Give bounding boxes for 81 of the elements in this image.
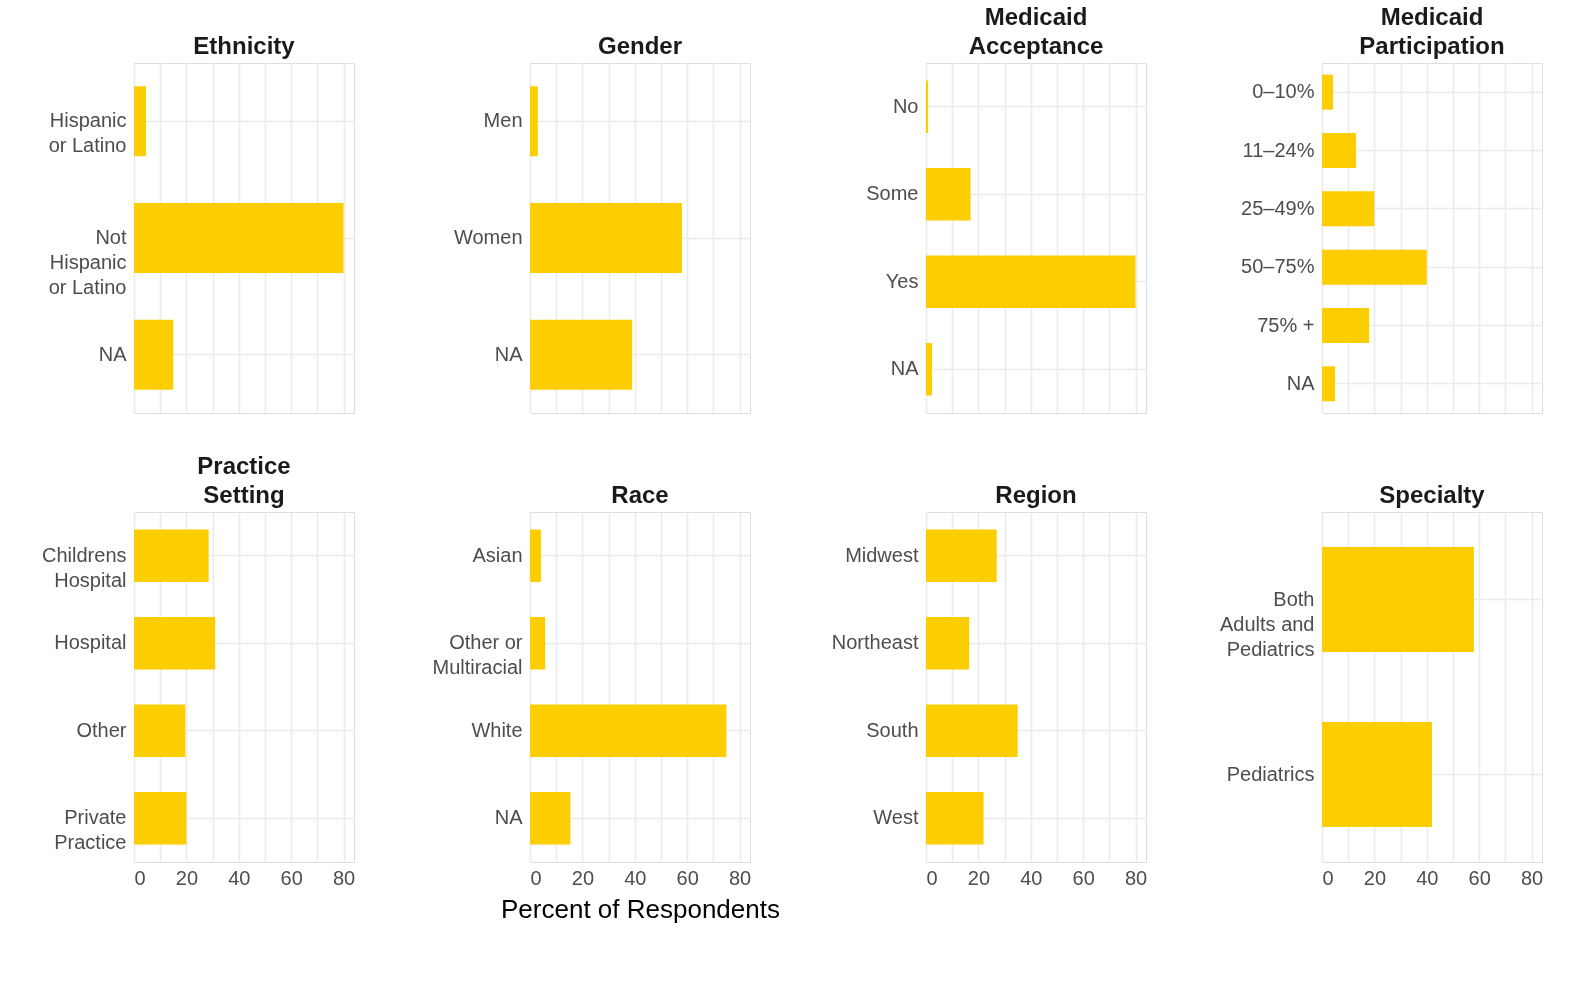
bar xyxy=(530,704,727,757)
y-tick-label: 11–24% xyxy=(1242,138,1315,161)
y-tick-label: Northeast xyxy=(831,631,919,654)
y-tick-label: Not Hispanic or Latino xyxy=(48,226,127,298)
chart-title: Race xyxy=(611,481,669,508)
y-tick-label: White xyxy=(471,718,523,741)
x-tick-label: 80 xyxy=(728,866,752,889)
x-tick-label: 20 xyxy=(1363,866,1387,889)
bar xyxy=(1322,191,1375,227)
x-tick-label: 0 xyxy=(1322,866,1334,889)
bar xyxy=(530,617,546,670)
y-tick-label: NA xyxy=(1286,371,1316,394)
chart-title: Region xyxy=(995,481,1077,508)
x-tick-label: 60 xyxy=(280,866,303,889)
y-tick-label: Asian xyxy=(472,543,523,566)
x-tick-label: 40 xyxy=(228,866,251,889)
bar xyxy=(1322,249,1427,285)
chart-title: Specialty xyxy=(1379,481,1486,508)
y-tick-label: Yes xyxy=(885,269,919,292)
x-tick-label: 60 xyxy=(1072,866,1095,889)
bar xyxy=(1322,366,1336,402)
chart-title: Practice Setting xyxy=(197,452,291,508)
bar xyxy=(134,529,209,582)
y-tick-label: Other xyxy=(76,718,127,741)
y-tick-label: Women xyxy=(453,226,523,248)
bar xyxy=(926,704,1018,757)
x-tick-label: 40 xyxy=(624,866,647,889)
y-tick-label: NA xyxy=(98,342,128,365)
y-tick-label: South xyxy=(866,718,919,741)
bar xyxy=(530,529,541,582)
y-tick-label: Childrens Hospital xyxy=(42,543,127,591)
y-tick-label: NA xyxy=(494,806,524,829)
x-tick-label: 20 xyxy=(175,866,199,889)
y-tick-label: Hispanic or Latino xyxy=(48,109,127,157)
chart-title: Gender xyxy=(597,32,683,59)
x-tick-label: 0 xyxy=(134,866,146,889)
bar xyxy=(1322,308,1370,343)
chart-title: Medicaid Acceptance xyxy=(968,3,1104,59)
y-tick-label: Private Practice xyxy=(54,806,127,854)
y-tick-label: West xyxy=(873,806,919,829)
y-tick-label: 50–75% xyxy=(1241,255,1315,278)
x-tick-label: 60 xyxy=(1468,866,1491,889)
y-tick-label: Men xyxy=(483,109,523,132)
x-tick-label: 60 xyxy=(676,866,699,889)
x-tick-label: 40 xyxy=(1020,866,1043,889)
bar xyxy=(530,792,571,845)
y-tick-label: Other or Multiracial xyxy=(432,631,523,679)
x-axis-title: Percent of Respondents xyxy=(501,893,780,924)
bar xyxy=(1322,133,1357,168)
bar xyxy=(926,617,970,670)
y-tick-label: NA xyxy=(890,357,920,380)
x-tick-label: 80 xyxy=(332,866,356,889)
x-tick-label: 20 xyxy=(967,866,991,889)
y-tick-label: Midwest xyxy=(845,543,919,566)
y-tick-label: Pediatrics xyxy=(1226,762,1315,785)
bar xyxy=(134,617,216,670)
y-tick-label: NA xyxy=(494,342,524,365)
x-tick-label: 80 xyxy=(1520,866,1544,889)
y-tick-label: No xyxy=(892,94,919,117)
y-tick-label: Some xyxy=(866,182,919,205)
x-tick-label: 40 xyxy=(1416,866,1439,889)
bar xyxy=(134,704,186,757)
x-tick-label: 20 xyxy=(571,866,595,889)
bar xyxy=(926,343,933,396)
bar xyxy=(926,255,1136,308)
chart-title: Medicaid Participation xyxy=(1359,3,1505,59)
y-tick-label: Both Adults and Pediatrics xyxy=(1219,587,1315,660)
y-tick-label: 75% + xyxy=(1257,313,1315,336)
y-tick-label: 0–10% xyxy=(1252,80,1315,103)
bar xyxy=(1322,74,1333,110)
y-tick-label: 25–49% xyxy=(1241,196,1315,219)
bar xyxy=(926,529,997,582)
bar xyxy=(926,80,929,133)
y-tick-label: Hospital xyxy=(54,631,127,654)
bar xyxy=(926,792,984,845)
chart-title: Ethnicity xyxy=(193,32,296,59)
x-tick-label: 80 xyxy=(1124,866,1148,889)
x-tick-label: 0 xyxy=(926,866,938,889)
bar xyxy=(926,168,971,221)
bar xyxy=(134,792,187,845)
x-tick-label: 0 xyxy=(530,866,542,889)
